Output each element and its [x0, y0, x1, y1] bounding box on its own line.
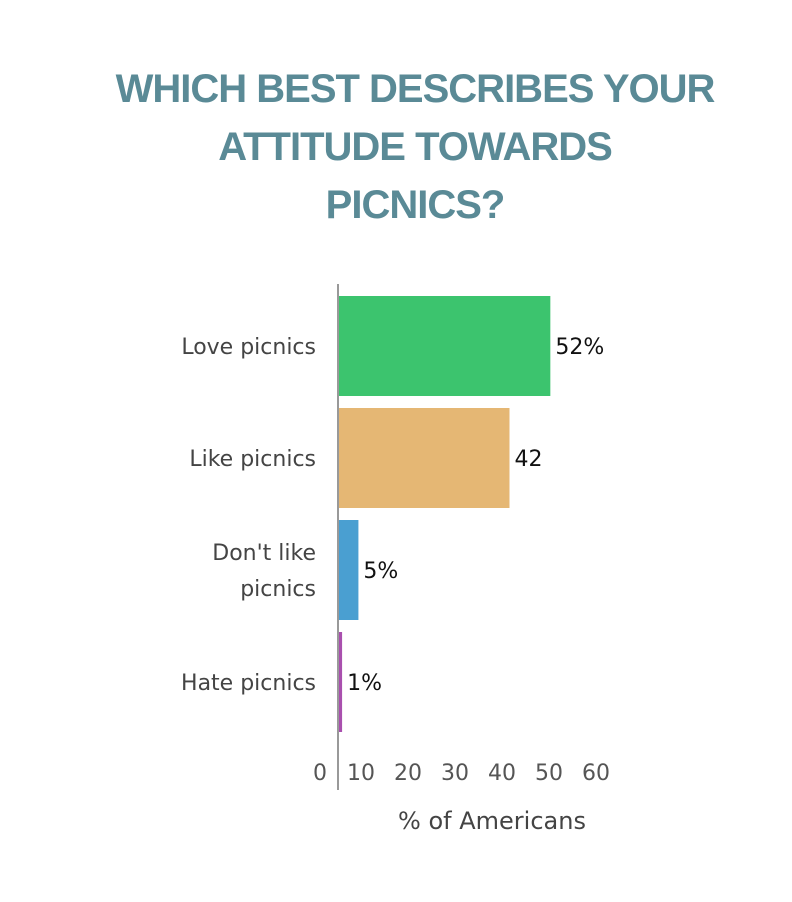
x-tick-50: 50 — [535, 761, 563, 786]
value-label-1: 42 — [515, 447, 543, 472]
x-tick-30: 30 — [441, 761, 469, 786]
x-tick-20: 20 — [394, 761, 422, 786]
category-label-2-line-2: picnics — [240, 577, 316, 602]
chart-title-line-3: PICNICS? — [325, 183, 506, 227]
category-label-1: Like picnics — [189, 447, 316, 472]
chart-title: WHICH BEST DESCRIBES YOUR ATTITUDE TOWAR… — [100, 60, 730, 234]
x-axis-label: % of Americans — [398, 807, 586, 835]
chart-title-line-2: ATTITUDE TOWARDS — [218, 125, 613, 169]
x-tick-40: 40 — [488, 761, 516, 786]
category-label-0: Love picnics — [181, 335, 316, 360]
bar-0 — [338, 296, 551, 396]
category-label-3: Hate picnics — [181, 671, 316, 696]
x-tick-60: 60 — [582, 761, 610, 786]
bar-2 — [338, 520, 359, 620]
x-tick-0: 0 — [313, 761, 327, 786]
value-label-0: 52% — [555, 335, 604, 360]
bar-1 — [338, 408, 510, 508]
value-label-3: 1% — [347, 671, 382, 696]
chart-title-line-1: WHICH BEST DESCRIBES YOUR — [115, 67, 716, 111]
category-label-2-line-1: Don't like — [212, 541, 316, 566]
bar-3 — [338, 632, 343, 732]
value-label-2: 5% — [363, 559, 398, 584]
x-tick-10: 10 — [347, 761, 375, 786]
